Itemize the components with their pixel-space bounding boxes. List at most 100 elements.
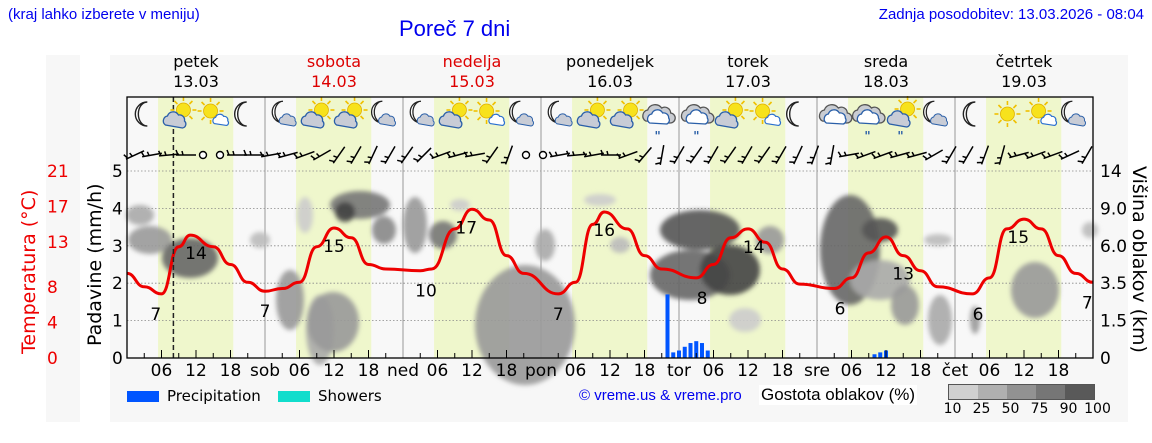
location-hint: (kraj lahko izberete v meniju) bbox=[8, 6, 200, 23]
wind-barb-icon bbox=[157, 150, 180, 157]
temperature-label: 6 bbox=[835, 300, 846, 320]
temperature-axis-panel bbox=[46, 55, 80, 422]
wind-barb-icon bbox=[789, 145, 803, 165]
cloud-height-axis-label: Višina oblakov (km) bbox=[1128, 166, 1150, 353]
copyright-link[interactable]: © vreme.us & vreme.pro bbox=[579, 387, 742, 404]
wind-barb-icon bbox=[825, 145, 835, 165]
wind-barb-icon bbox=[753, 146, 771, 164]
precipitation-bar bbox=[878, 352, 883, 358]
cloud-density-blob bbox=[335, 202, 355, 222]
temperature-label: 14 bbox=[743, 238, 765, 258]
wind-barb-icon bbox=[380, 145, 396, 165]
hour-label: 18 bbox=[772, 361, 794, 381]
cloud-density-blob bbox=[128, 226, 172, 254]
temperature-label: 17 bbox=[455, 218, 477, 238]
wind-barb-icon bbox=[655, 145, 665, 165]
hour-label: 12 bbox=[875, 361, 897, 381]
wind-barb-icon bbox=[582, 151, 604, 158]
hour-label: 06 bbox=[151, 361, 173, 381]
temperature-label: 7 bbox=[260, 302, 271, 322]
daylight-band bbox=[158, 97, 234, 358]
day-header-1: sobota 14.03 bbox=[306, 52, 362, 91]
day-short-label: sob bbox=[250, 361, 280, 381]
precipitation-bar bbox=[700, 343, 704, 358]
wind-barb-icon bbox=[905, 151, 927, 159]
wind-barb-icon bbox=[364, 145, 378, 165]
temperature-label: 6 bbox=[973, 305, 984, 325]
precipitation-axis-label: Padavine (mm/h) bbox=[84, 183, 106, 346]
cloud-density-label: Gostota oblakov (%) bbox=[759, 385, 918, 405]
hour-label: 18 bbox=[220, 361, 242, 381]
temperature-label: 8 bbox=[697, 289, 708, 309]
day-header-4: torek 17.03 bbox=[725, 52, 771, 91]
wind-barb-icon bbox=[293, 150, 315, 160]
cloud-density-blob bbox=[535, 229, 555, 261]
temp-tick: 17 bbox=[47, 198, 69, 218]
precip-tick: 5 bbox=[112, 162, 123, 182]
showers-legend-label: Showers bbox=[318, 387, 382, 405]
cloud-density-blob bbox=[475, 265, 575, 385]
hour-label: 06 bbox=[427, 361, 449, 381]
precipitation-bar bbox=[671, 352, 676, 358]
day-header-0: petek 13.03 bbox=[173, 52, 219, 91]
wind-barb-icon bbox=[976, 145, 990, 165]
wind-barb-icon bbox=[346, 145, 362, 165]
cloud-density-blob bbox=[928, 295, 952, 345]
cloud-height-tick: 14 bbox=[1100, 162, 1122, 182]
hour-label: 12 bbox=[599, 361, 621, 381]
cloud-rain-icon: " bbox=[642, 104, 676, 143]
wind-barb-icon bbox=[1041, 150, 1063, 160]
cloud-density-blob bbox=[970, 306, 980, 334]
temperature-label: 7 bbox=[150, 305, 161, 325]
wind-barb-icon bbox=[500, 145, 514, 165]
hour-label: 18 bbox=[634, 361, 656, 381]
temperature-label: 15 bbox=[323, 237, 345, 257]
sun-cloud-rain-icon: " bbox=[886, 95, 922, 143]
cloud-density-blob bbox=[372, 216, 396, 244]
wind-barb-icon bbox=[703, 145, 719, 165]
legend-precipitation: Precipitation bbox=[127, 387, 261, 405]
temperature-line bbox=[126, 207, 1094, 296]
day-short-label: sre bbox=[804, 361, 830, 381]
cloud-height-tick: 6.0 bbox=[1100, 237, 1127, 257]
hour-label: 06 bbox=[841, 361, 863, 381]
wind-barb-icon bbox=[175, 149, 196, 156]
wind-barb-icon bbox=[1077, 145, 1093, 165]
temp-tick: 13 bbox=[47, 233, 69, 253]
temperature-label: 10 bbox=[415, 282, 437, 302]
rain-drops: " bbox=[655, 129, 661, 143]
wind-barb-icon bbox=[941, 145, 957, 165]
precipitation-bar bbox=[688, 343, 693, 358]
temp-tick: 0 bbox=[47, 349, 58, 369]
hour-label: 12 bbox=[461, 361, 483, 381]
wind-calm-icon bbox=[198, 150, 208, 160]
wind-barb-icon bbox=[565, 150, 588, 157]
precipitation-swatch bbox=[127, 390, 159, 402]
temperature-label: 13 bbox=[892, 265, 914, 285]
wind-barb-icon bbox=[243, 149, 264, 156]
temperature-axis-label: Temperatura (°C) bbox=[18, 189, 40, 354]
wind-barb-icon bbox=[481, 146, 499, 164]
temperature-label: 16 bbox=[593, 221, 615, 241]
wind-barb-icon bbox=[1058, 150, 1080, 160]
wind-barb-icon bbox=[328, 146, 346, 164]
wind-barb-icon bbox=[616, 150, 638, 160]
precipitation-bar bbox=[682, 346, 687, 358]
wind-barb-icon bbox=[922, 149, 944, 161]
wind-barb-icon bbox=[806, 145, 820, 165]
temp-tick: 21 bbox=[47, 162, 69, 182]
hour-label: 06 bbox=[979, 361, 1001, 381]
day-header-5: sreda 18.03 bbox=[863, 52, 909, 91]
wind-barb-icon bbox=[719, 146, 737, 164]
cloud-density-blob bbox=[307, 292, 359, 352]
cloud-density-blob bbox=[700, 245, 760, 295]
temperature-label: 14 bbox=[185, 244, 207, 264]
rain-drops: " bbox=[864, 129, 870, 143]
cloud-height-tick: 1.5 bbox=[1100, 312, 1127, 332]
precipitation-bar bbox=[872, 354, 877, 358]
precipitation-bar bbox=[694, 341, 699, 358]
wind-barb-icon bbox=[958, 145, 974, 165]
hour-label: 06 bbox=[703, 361, 725, 381]
day-header-2: nedelja 15.03 bbox=[442, 52, 502, 91]
